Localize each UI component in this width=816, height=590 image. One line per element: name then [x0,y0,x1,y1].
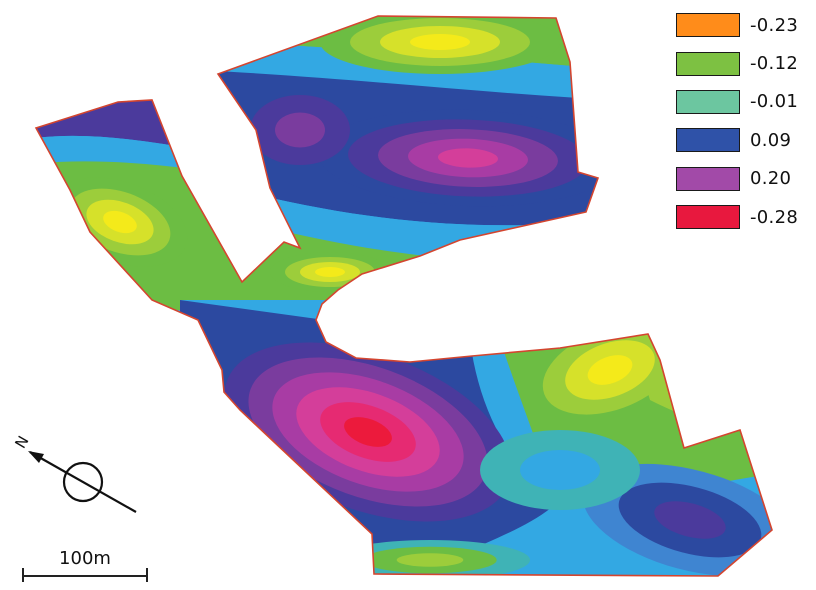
legend-swatch [676,89,740,114]
contour-blob [582,463,772,576]
legend-label: -0.12 [750,53,799,75]
contour-blob [224,342,512,522]
contour-band [36,135,200,170]
north-label: N [11,433,32,452]
legend-swatch [676,13,740,38]
contour-blob [250,95,350,165]
contour-band [587,355,633,385]
legend: -0.23 -0.12 -0.01 0.09 0.20 -0.28 [676,6,814,236]
contour-blob [318,109,618,207]
scale-tick-left [22,568,24,582]
contour-band [344,417,392,447]
scale-line [22,575,148,577]
scale-bar: 100m [22,548,148,584]
legend-label: -0.01 [750,91,799,113]
legend-label: 0.09 [750,129,792,151]
contour-band [315,267,345,277]
scale-label: 100m [59,548,111,569]
legend-item: -0.12 [676,44,814,82]
legend-item: -0.01 [676,83,814,121]
contour-band [438,148,498,168]
contour-blob [330,540,530,576]
contour-blob [320,16,560,74]
legend-label: -0.28 [750,206,799,228]
legend-swatch [676,166,740,191]
legend-swatch [676,205,740,230]
legend-item: 0.20 [676,160,814,198]
contour-band [520,450,600,490]
legend-item: 0.09 [676,121,814,159]
field-boundary [34,15,773,577]
contour-blob [542,325,678,415]
legend-label: -0.23 [750,14,799,36]
contour-band [396,553,464,567]
legend-swatch [676,128,740,153]
legend-item: -0.28 [676,198,814,236]
north-arrow-icon: N [11,433,137,513]
contour-band [654,501,726,539]
contour-blob [270,252,390,292]
scale-tick-right [146,568,148,582]
contour-band [410,34,470,50]
legend-label: 0.20 [750,168,792,190]
legend-swatch [676,51,740,76]
contour-blob [480,430,640,510]
contour-band [275,112,325,148]
contour-band [103,210,137,234]
legend-item: -0.23 [676,6,814,44]
